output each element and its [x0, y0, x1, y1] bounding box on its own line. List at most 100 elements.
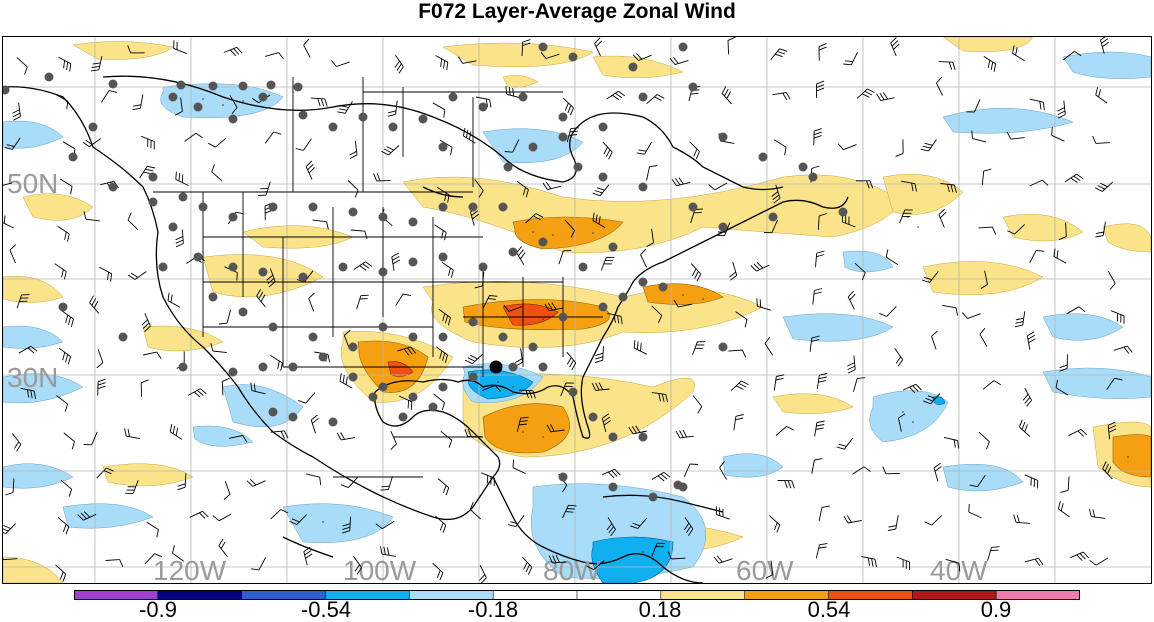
wind-barb-staff [634, 347, 647, 355]
wind-barb-flag [65, 526, 70, 535]
wind-barb-flag [93, 300, 99, 309]
wind-barb-flag [450, 269, 454, 278]
map-panel[interactable]: 50N 30N 120W 100W 80W 60W 40W [2, 36, 1152, 584]
wind-barb-staff [817, 215, 820, 230]
wind-barb-flag [175, 236, 183, 241]
station-marker [688, 202, 698, 212]
wind-barb-staff [141, 135, 155, 142]
wind-barb-flag [1051, 127, 1053, 136]
station-marker [518, 92, 528, 102]
wind-barb-flag [258, 291, 264, 300]
wind-barb-flag [71, 441, 76, 450]
wind-barb-flag [1015, 321, 1024, 324]
wind-barb-flag [632, 54, 639, 61]
wind-barb-flag [784, 147, 787, 156]
colorbar-tick-label: 0.18 [638, 597, 682, 622]
station-marker [378, 322, 388, 332]
wind-barb-staff [482, 384, 496, 391]
wind-barb-flag [602, 416, 610, 423]
wind-barb-flag [211, 164, 216, 172]
station-marker [268, 407, 278, 417]
wind-barb-staff [57, 225, 70, 235]
wind-barb-flag [867, 88, 875, 94]
wind-barb-flag [594, 359, 603, 364]
wind-barb-flag [921, 279, 930, 283]
wind-barb-flag [9, 244, 17, 251]
wind-barb-flag [391, 252, 400, 258]
wind-barb-staff [938, 214, 945, 228]
wind-barb-flag [448, 267, 451, 276]
station-marker [208, 292, 218, 302]
wind-barb-flag [591, 382, 597, 391]
wind-barb-staff [382, 520, 395, 530]
wind-barb-staff [943, 436, 958, 441]
wind-barb-flag [375, 523, 383, 530]
station-marker [228, 262, 238, 272]
wind-barb-flag [465, 129, 469, 138]
wind-barb-flag [843, 515, 849, 524]
wind-barb-flag [67, 233, 70, 242]
wind-barb-flag [819, 543, 828, 546]
wind-barb-flag [814, 288, 823, 291]
wind-barb-flag [443, 60, 446, 69]
wind-barb-flag [127, 212, 132, 221]
wind-barb-staff [757, 305, 772, 311]
wind-barb-flag [522, 187, 526, 196]
station-marker [148, 197, 158, 207]
station-marker [528, 342, 538, 352]
wind-barb-flag [26, 389, 30, 398]
wind-barb-flag [565, 511, 574, 513]
wind-barb-flag [446, 62, 449, 71]
wind-barb-flag [442, 485, 447, 494]
station-marker [568, 387, 578, 397]
wind-barb-flag [864, 90, 873, 96]
wind-barb-staff [54, 263, 67, 272]
wind-barb-staff [387, 476, 393, 490]
wind-barb-flag [403, 293, 412, 297]
station-marker [648, 492, 658, 502]
wind-barb-flag [816, 84, 825, 88]
wind-barb-staff [646, 166, 650, 181]
wind-barb-flag [912, 385, 919, 392]
wind-barb-flag [231, 107, 238, 114]
wind-barb-flag [628, 426, 634, 435]
wind-barb-flag [1107, 466, 1112, 474]
wind-barb-staff [550, 429, 565, 433]
wind-barb-flag [1102, 461, 1107, 469]
wind-barb-flag [909, 386, 916, 394]
wind-barb-flag [750, 265, 757, 272]
wind-barb-flag [1104, 463, 1109, 472]
wind-barb-flag [608, 151, 613, 160]
wind-barb-flag [843, 63, 852, 66]
station-marker [298, 110, 308, 120]
wind-barb-flag [295, 148, 304, 151]
wind-barb-flag [508, 87, 511, 96]
wind-barb-flag [503, 304, 510, 312]
wind-barb-flag [250, 382, 253, 391]
wind-barb-flag [602, 413, 610, 419]
highlighted-station-marker[interactable] [489, 360, 503, 374]
wind-barb-flag [1100, 182, 1108, 188]
observation-stations [3, 42, 848, 502]
wind-barb-staff [764, 343, 773, 356]
wind-barb-flag [890, 37, 897, 44]
wind-barb-flag [317, 98, 321, 107]
wind-barb-staff [224, 481, 231, 495]
wind-barb-flag [381, 150, 389, 156]
wind-barb-staff [847, 519, 862, 524]
wind-barb-flag [63, 60, 66, 69]
wind-barb-flag [771, 191, 779, 197]
wind-barb-staff [1015, 521, 1030, 524]
wind-barb-staff [435, 515, 447, 526]
wind-barb-flag [847, 362, 855, 367]
station-marker [318, 352, 328, 362]
wind-barb-flag [586, 565, 594, 571]
wind-barb-staff [651, 228, 654, 243]
wind-barb-staff [718, 558, 733, 564]
wind-barb-staff [99, 266, 112, 275]
station-marker [168, 222, 178, 232]
wind-barb-flag [923, 400, 931, 405]
wind-barb-flag [525, 390, 529, 399]
wind-barb-staff [942, 304, 957, 309]
wind-barb-flag [312, 417, 319, 424]
